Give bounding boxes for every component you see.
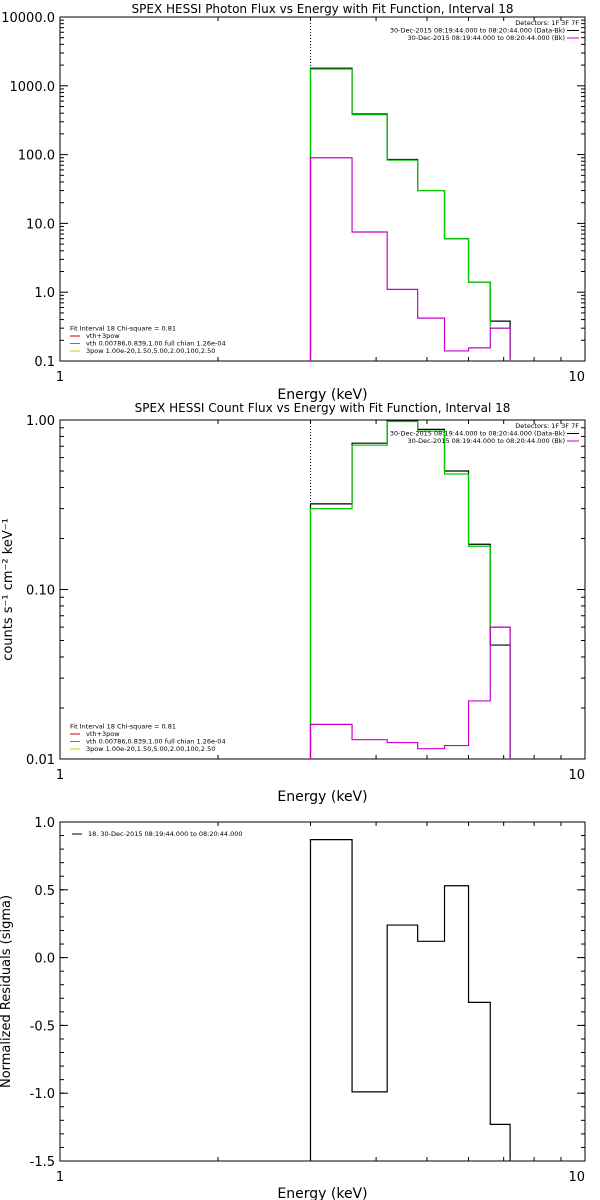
legend-label: 30-Dec-2015 08:19:44.000 to 08:20:44.000… [408, 34, 566, 42]
y-axis-label: counts s⁻¹ cm⁻² keV⁻¹ [1, 518, 16, 661]
chart-panel-3: -1.5 -1.0 -0.5 0.0 0.5 1.0 1 10 Energy (keV) Norm… [0, 816, 586, 1200]
legend-label: 30-Dec-2015 08:19:44.000 to 08:20:44.000… [408, 437, 566, 445]
legend-legend_top: 18. 30-Dec-2015 08:19:44.000 to 08:20:44… [72, 830, 243, 838]
y-tick-label: 0.10 [26, 584, 55, 599]
plot-area [309, 839, 511, 1161]
series-line-2 [309, 68, 511, 361]
series-line-1 [309, 420, 511, 759]
plot-area [309, 420, 511, 759]
y-tick-label: 1.00 [26, 414, 55, 429]
legend-label: 30-Dec-2015 08:19:44.000 to 08:20:44.000… [390, 430, 565, 438]
legend-legend_bottom: Fit Interval 18 Chi-square = 0.81vth+3po… [70, 723, 226, 753]
y-tick-label: 0.01 [26, 753, 55, 768]
series-line-2 [309, 420, 511, 759]
y-tick-label: -0.5 [30, 1019, 55, 1034]
series-line-3 [309, 626, 511, 759]
chart-panel-1: SPEX HESSI Photon Flux vs Energy with Fi… [1, 2, 586, 403]
plot-area [309, 17, 511, 361]
legend-label: Detectors: 1F 3F 7F [515, 422, 579, 430]
plot-frame [59, 821, 586, 1162]
x-axis-label: Energy (keV) [277, 387, 367, 403]
series-line-3 [309, 157, 511, 361]
legend-label: Detectors: 1F 3F 7F [515, 19, 579, 27]
y-tick-label: 1.0 [34, 816, 55, 831]
y-tick-label: -1.5 [30, 1155, 55, 1170]
legend-label: 3pow 1.00e-20,1.50,5.00,2.00,100,2.50 [86, 347, 215, 355]
series-line-1 [309, 839, 511, 1161]
y-tick-label: 0.5 [34, 884, 55, 899]
y-tick-label: 100.0 [18, 149, 55, 164]
x-axis-label: Energy (keV) [277, 789, 367, 805]
series-line-1 [309, 67, 511, 361]
y-tick-label: 1000.0 [10, 80, 56, 95]
chart-title: SPEX HESSI Count Flux vs Energy with Fit… [135, 401, 511, 415]
x-tick-label: 1 [56, 370, 64, 385]
y-tick-label: 10.0 [26, 217, 55, 232]
chart-title: SPEX HESSI Photon Flux vs Energy with Fi… [132, 2, 514, 16]
plot-frame [59, 16, 586, 362]
legend-legend_bottom: Fit Interval 18 Chi-square = 0.81vth+3po… [70, 325, 226, 355]
legend-label: vth 0.00786,0.839,1.00 full chian 1.26e-… [86, 738, 226, 746]
x-tick-label: 1 [56, 768, 64, 783]
y-tick-label: -1.0 [30, 1087, 55, 1102]
plot-frame [59, 419, 586, 760]
legend-label: vth+3pow [86, 332, 120, 340]
legend-label: vth+3pow [86, 730, 120, 738]
legend-header: Fit Interval 18 Chi-square = 0.81 [70, 325, 176, 333]
x-tick-label: 10 [568, 1170, 585, 1185]
legend-header: Fit Interval 18 Chi-square = 0.81 [70, 723, 176, 731]
x-axis-label: Energy (keV) [277, 1186, 367, 1200]
y-tick-label: 0.1 [34, 355, 55, 370]
y-axis-label: Normalized Residuals (sigma) [0, 895, 14, 1088]
x-tick-label: 1 [56, 1170, 64, 1185]
legend-label: 18. 30-Dec-2015 08:19:44.000 to 08:20:44… [88, 830, 243, 838]
legend-label: 30-Dec-2015 08:19:44.000 to 08:20:44.000… [390, 27, 565, 35]
x-tick-label: 10 [568, 370, 585, 385]
y-tick-label: 10000.0 [1, 11, 55, 26]
legend-label: vth 0.00786,0.839,1.00 full chian 1.26e-… [86, 340, 226, 348]
y-tick-label: 1.0 [34, 286, 55, 301]
chart-panel-2: SPEX HESSI Count Flux vs Energy with Fit… [1, 401, 586, 805]
x-tick-label: 10 [568, 768, 585, 783]
legend-label: 3pow 1.00e-20,1.50,5.00,2.00,100,2.50 [86, 745, 215, 753]
y-tick-label: 0.0 [34, 952, 55, 967]
